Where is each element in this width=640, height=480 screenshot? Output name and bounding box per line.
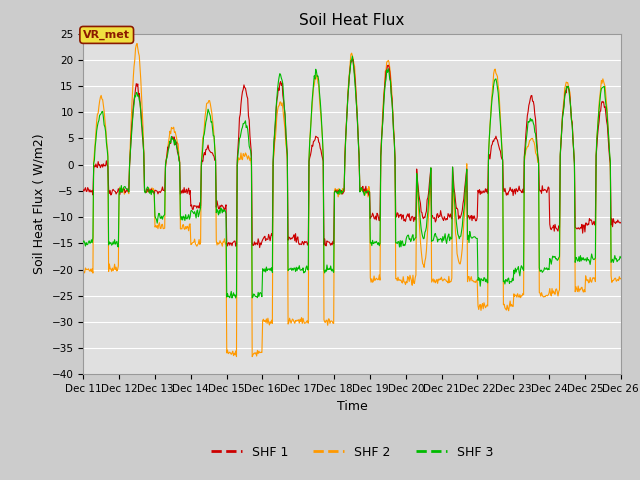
X-axis label: Time: Time — [337, 400, 367, 413]
Legend: SHF 1, SHF 2, SHF 3: SHF 1, SHF 2, SHF 3 — [205, 441, 499, 464]
Y-axis label: Soil Heat Flux ( W/m2): Soil Heat Flux ( W/m2) — [33, 134, 46, 274]
Text: VR_met: VR_met — [83, 30, 130, 40]
Title: Soil Heat Flux: Soil Heat Flux — [300, 13, 404, 28]
